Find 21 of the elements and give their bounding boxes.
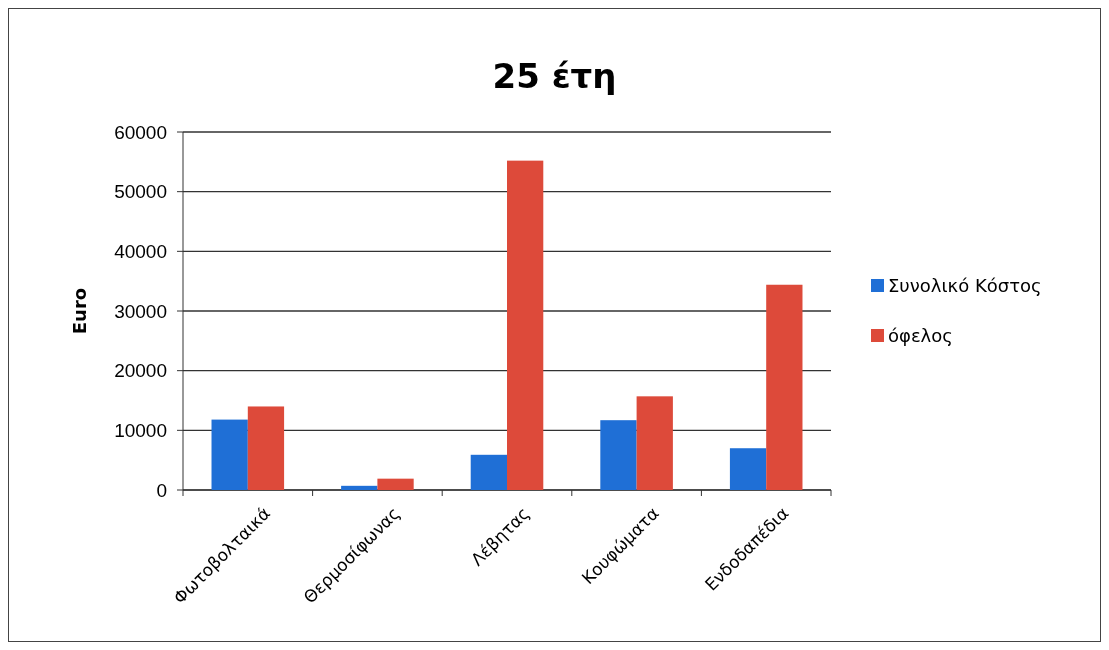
y-tick-label: 30000 [114, 300, 167, 322]
bar [470, 454, 507, 490]
y-tick-label: 0 [156, 479, 167, 501]
bar [507, 160, 544, 490]
legend-label: όφελος [888, 325, 953, 347]
y-tick-label: 20000 [114, 360, 167, 382]
legend-label: Συνολικό Κόστος [888, 275, 1042, 297]
bar [600, 420, 637, 490]
bar [636, 396, 673, 490]
y-tick-label: 10000 [114, 419, 167, 441]
y-tick-label: 60000 [114, 121, 167, 143]
y-axis-title: Euro [69, 287, 90, 335]
bar [247, 406, 285, 490]
bar [341, 485, 378, 490]
bar [729, 448, 767, 490]
chart-title: 25 έτη [492, 56, 617, 96]
bar [211, 419, 248, 490]
y-tick-label: 50000 [114, 181, 167, 203]
bar [377, 478, 414, 490]
bar [766, 284, 803, 490]
y-tick-label: 40000 [114, 240, 167, 262]
